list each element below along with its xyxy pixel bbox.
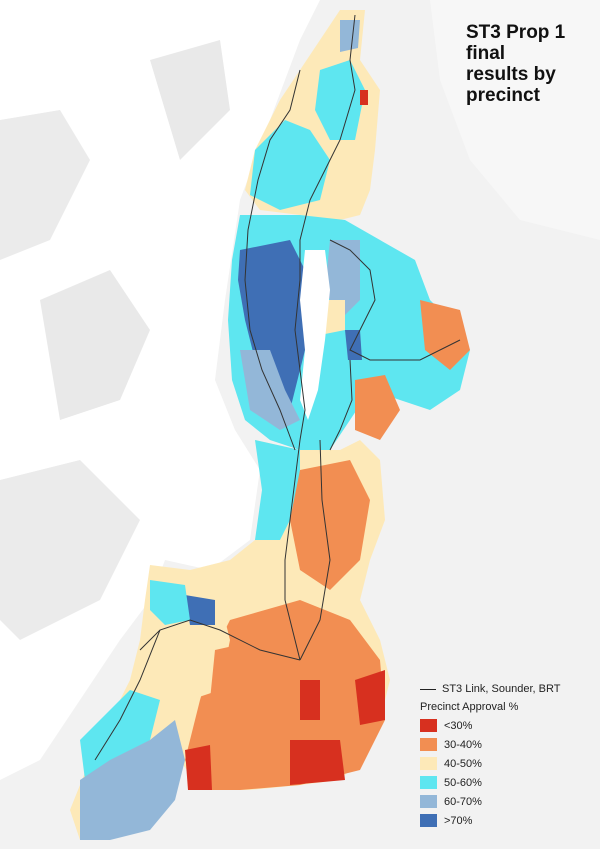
transit-lines: [94, 14, 461, 761]
legend-item: 40-50%: [420, 754, 595, 773]
region-tacoma-cyan: [150, 580, 190, 625]
legend-item-label: >70%: [444, 814, 473, 827]
legend-item-label: 60-70%: [444, 795, 482, 808]
transit-line-east: [329, 239, 461, 361]
map-title: ST3 Prop 1 final results by precinct: [466, 22, 566, 106]
region-eastside-orange-1: [420, 300, 470, 370]
transit-line-tacoma: [139, 619, 301, 661]
legend-item: 30-40%: [420, 735, 595, 754]
legend-item-label: 40-50%: [444, 757, 482, 770]
lake-washington: [300, 250, 330, 420]
region-north-cyan-2: [315, 60, 365, 140]
transit-line-lakewood: [94, 629, 161, 761]
water-layer: [0, 0, 600, 780]
region-south-red-3: [185, 745, 212, 790]
precinct-regions: [70, 10, 470, 840]
transit-line-north: [294, 14, 356, 441]
sound-inlet-4: [150, 40, 230, 160]
region-south-red-2: [355, 670, 385, 725]
legend-transit-label: ST3 Link, Sounder, BRT: [442, 683, 561, 695]
region-north-red-1: [360, 90, 368, 105]
region-south-red-1: [290, 740, 345, 785]
east-water: [430, 0, 600, 240]
legend-item-label: 50-60%: [444, 776, 482, 789]
transit-line-west: [244, 69, 301, 451]
legend-transit-line-swatch: [420, 688, 436, 690]
region-eastside-orange-2: [355, 375, 400, 440]
legend-swatch: [420, 719, 437, 732]
legend-swatch: [420, 738, 437, 751]
region-north-blue-1: [340, 20, 360, 52]
region-tacoma-cyan-2: [80, 690, 160, 780]
transit-line-bellevue-south: [329, 359, 353, 451]
legend-swatch: [420, 814, 437, 827]
legend-item-label: 30-40%: [444, 738, 482, 751]
region-south-cyan-1: [255, 440, 300, 540]
region-south-orange-1: [290, 460, 370, 590]
region-south-red-4: [300, 680, 320, 720]
legend-transit-row: ST3 Link, Sounder, BRT: [420, 680, 595, 698]
legend-item: <30%: [420, 716, 595, 735]
region-north-cyan-1: [250, 120, 330, 210]
legend-swatch: [420, 795, 437, 808]
transit-line-south: [284, 439, 301, 661]
legend-item: 60-70%: [420, 792, 595, 811]
region-eastside-dark: [345, 330, 362, 360]
legend-item: >70%: [420, 811, 595, 830]
transit-line-sounder: [299, 439, 331, 661]
region-seattle-dark: [238, 240, 310, 410]
legend-swatch: [420, 757, 437, 770]
sound-inlet-2: [40, 270, 150, 420]
region-peninsula-mid: [80, 720, 185, 840]
region-tacoma-blue: [185, 595, 215, 625]
sound-inlet-3: [0, 460, 140, 640]
map-legend: ST3 Link, Sounder, BRT Precinct Approval…: [420, 680, 595, 830]
legend-item-label: <30%: [444, 719, 473, 732]
legend-item: 50-60%: [420, 773, 595, 792]
region-seattle-mid: [240, 350, 300, 430]
sound-inlet-1: [0, 110, 90, 260]
legend-heading: Precinct Approval %: [420, 701, 519, 713]
legend-swatch: [420, 776, 437, 789]
region-tacoma-orange: [210, 640, 270, 720]
